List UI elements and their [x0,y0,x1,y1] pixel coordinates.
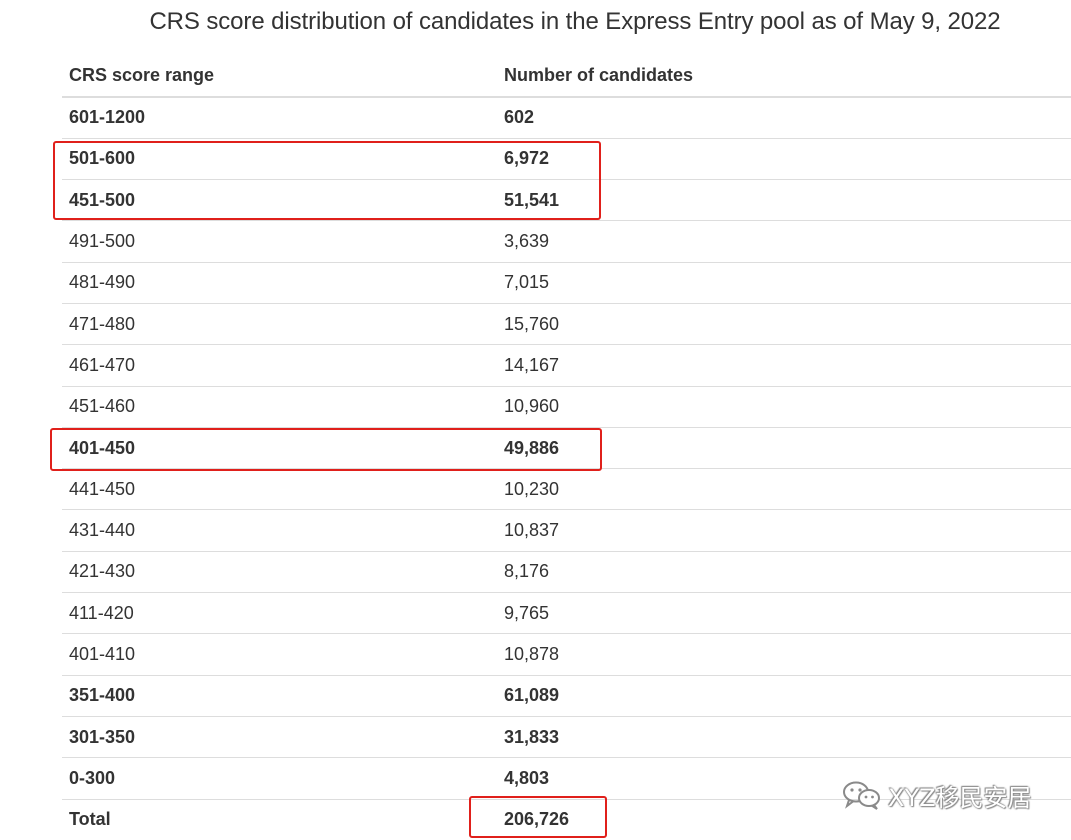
column-header-count: Number of candidates [497,55,1071,98]
range-cell: 411-420 [62,592,497,634]
table-row: 401-410 10,878 [62,633,1071,676]
table-row: 411-420 9,765 [62,592,1071,634]
table-row: 301-350 31,833 [62,715,1071,758]
total-label-cell: Total [62,798,497,840]
range-cell: 471-480 [62,302,497,345]
range-cell: 451-460 [62,385,497,428]
range-cell: 401-410 [62,633,497,676]
table-row: 601-1200 602 [62,97,1071,138]
watermark: XYZ移民安居 [842,778,1032,812]
table-row: 501-600 6,972 [62,137,1071,180]
total-count-cell: 206,726 [497,798,1071,840]
count-cell: 49,886 [497,426,1071,469]
table-row: 431-440 10,837 [62,509,1071,552]
table-row: 441-450 10,230 [62,468,1071,510]
count-cell: 14,167 [497,344,1071,387]
range-cell: 301-350 [62,715,497,758]
range-cell: 401-450 [62,426,497,469]
count-cell: 61,089 [497,674,1071,717]
watermark-text: XYZ移民安居 [888,783,1032,812]
count-cell: 10,230 [497,468,1071,510]
table-row-total: Total 206,726 [62,798,1071,840]
table-row: 461-470 14,167 [62,344,1071,387]
count-cell: 10,878 [497,633,1071,676]
table-row: 351-400 61,089 [62,674,1071,717]
range-cell: 601-1200 [69,107,146,128]
range-cell: 441-450 [62,468,497,510]
table-row: 481-490 7,015 [62,261,1071,304]
count-cell: 7,015 [497,261,1071,304]
count-cell: 15,760 [497,302,1071,345]
range-cell: 351-400 [62,674,497,717]
count-cell: 602 [504,107,535,128]
range-cell: 501-600 [62,137,497,180]
count-cell: 10,837 [497,509,1071,552]
wechat-icon [843,781,880,810]
table-row: 0-300 4,803 [62,757,1071,800]
range-cell: 0-300 [62,757,497,800]
column-header-range: CRS score range [62,55,497,98]
table-row: 491-500 3,639 [62,220,1071,263]
count-cell: 3,639 [497,220,1071,263]
count-cell: 6,972 [497,137,1071,180]
range-cell: 451-500 [62,179,497,221]
count-cell: 8,176 [497,550,1071,593]
page-title: CRS score distribution of candidates in … [149,8,1001,35]
crs-distribution-table: CRS score range Number of candidates 601… [62,55,1071,840]
table-row: 451-500 51,541 [62,179,1071,221]
range-cell: 421-430 [62,550,497,593]
count-cell: 51,541 [497,179,1071,221]
table-row: 451-460 10,960 [62,385,1071,428]
count-cell: 31,833 [497,715,1071,758]
range-cell: 461-470 [62,344,497,387]
count-cell: 4,803 [497,757,1071,800]
table-row: 401-450 49,886 [62,426,1071,469]
table-row: 471-480 15,760 [62,302,1071,345]
table-header-row: CRS score range Number of candidates [62,55,1071,98]
table-row: 421-430 8,176 [62,550,1071,593]
count-cell: 10,960 [497,385,1071,428]
range-cell: 491-500 [62,220,497,263]
count-cell: 9,765 [497,592,1071,634]
range-cell: 481-490 [62,261,497,304]
range-cell: 431-440 [62,509,497,552]
